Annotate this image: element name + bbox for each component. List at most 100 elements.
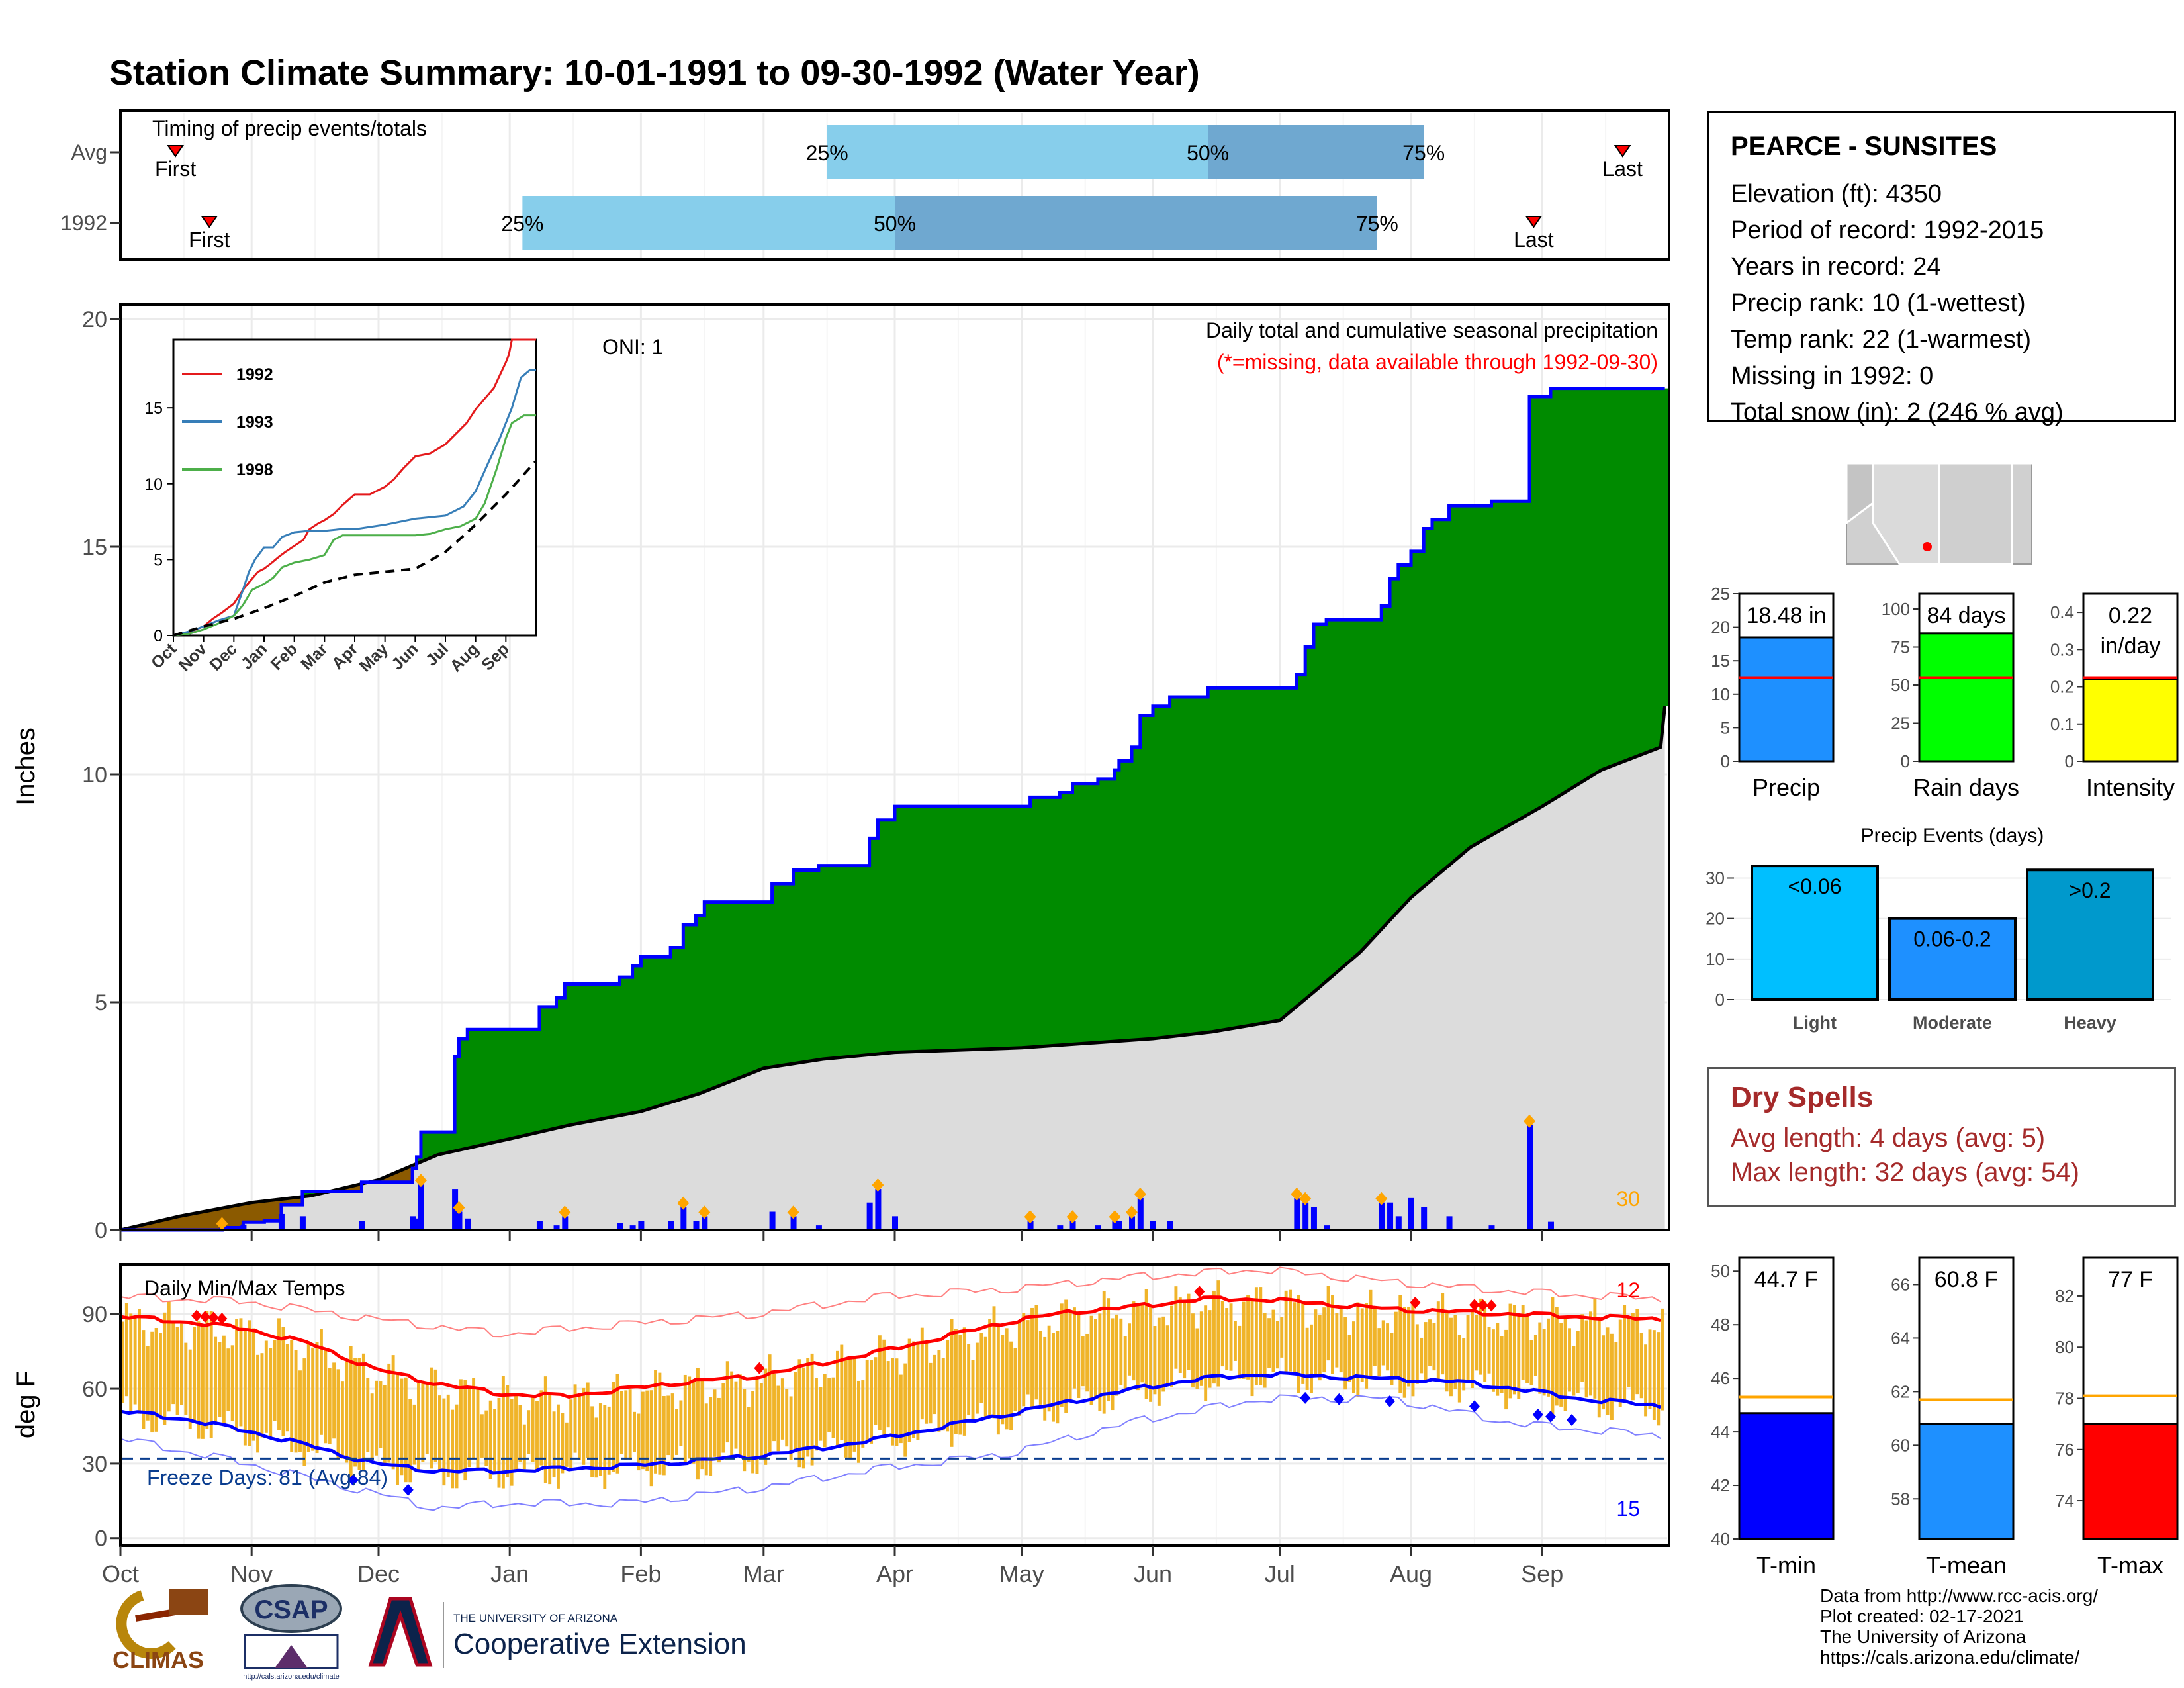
temp-bar-359	[1639, 1333, 1643, 1399]
temp-bar-294	[1365, 1303, 1369, 1389]
temp-bar-60	[375, 1380, 378, 1456]
temp-bar-306	[1415, 1324, 1419, 1384]
daily-precip-bar-17	[638, 1221, 645, 1230]
temp-bar-117	[615, 1374, 619, 1474]
temp-bar-308	[1424, 1322, 1428, 1381]
temp-bar-163	[810, 1353, 814, 1466]
temp-bar-329	[1512, 1305, 1516, 1395]
daily-precip-marker-28	[1024, 1210, 1036, 1224]
temp-bar-231	[1098, 1313, 1102, 1412]
temp-bar-15	[184, 1342, 188, 1415]
temp-bar-347	[1589, 1311, 1592, 1396]
temp-bar-266	[1246, 1295, 1250, 1380]
daily-precip-bar-35	[1137, 1197, 1144, 1230]
station-temp-rank: Temp rank: 22 (1-warmest)	[1731, 326, 2032, 353]
temp-bar-288	[1339, 1309, 1343, 1373]
temp-bar-258	[1212, 1290, 1216, 1384]
temp-bar-42	[298, 1370, 302, 1452]
temp-bar-340	[1559, 1323, 1563, 1407]
temp-bar-136	[696, 1368, 700, 1480]
daily-precip-marker-14	[559, 1205, 571, 1219]
timing-row-label-0: Avg	[71, 140, 107, 164]
temp-bar-87	[488, 1400, 492, 1479]
inset-series-Avg	[173, 460, 537, 637]
temp-bar-175	[861, 1380, 865, 1448]
temp-bar-159	[794, 1372, 797, 1452]
temp-bar-16	[188, 1349, 192, 1429]
temp-bar-237	[1123, 1336, 1127, 1391]
temp-bar-167	[827, 1378, 831, 1432]
temp-bar-146	[738, 1374, 742, 1456]
record-high-line	[120, 1266, 1661, 1338]
tmean-bar-1	[1918, 1423, 2015, 1540]
temp-bar-44	[306, 1341, 310, 1452]
inset-y-tick-label-0: 0	[154, 627, 163, 645]
temp-bar-325	[1496, 1323, 1500, 1396]
temp-bar-108	[577, 1393, 581, 1460]
temp-bar-299	[1386, 1323, 1390, 1371]
tmean-bar-0	[1738, 1412, 1835, 1540]
temp-bar-19	[201, 1327, 205, 1439]
hot-day-marker-9	[1486, 1299, 1497, 1312]
events-bar-heavy	[2026, 868, 2154, 1002]
climas-logo-text: CLIMAS	[113, 1646, 204, 1673]
credit-university: The University of Arizona	[1820, 1626, 2026, 1647]
temp-bar-255	[1199, 1311, 1203, 1386]
climas-logo: CLIMAS	[113, 1589, 208, 1673]
temp-bar-101	[548, 1395, 552, 1485]
temp-bar-79	[455, 1404, 459, 1489]
inset-y-tick-label-2: 10	[144, 475, 163, 494]
temp-bar-297	[1377, 1328, 1381, 1376]
temp-bar-3	[133, 1315, 137, 1405]
daily-precip-marker-8	[414, 1174, 427, 1188]
climas-logo-block	[169, 1589, 208, 1615]
tmean-tick-label-1-4: 66	[1891, 1274, 1910, 1294]
temp-bar-77	[446, 1394, 450, 1477]
daily-precip-bar-40	[1310, 1207, 1317, 1230]
temp-bar-85	[480, 1414, 484, 1458]
daily-precip-bar-30	[1069, 1221, 1076, 1230]
timing-title: Timing of precip events/totals	[152, 117, 427, 140]
inset-legend-label-1998: 1998	[236, 461, 273, 479]
cold-day-marker-7	[1545, 1410, 1556, 1423]
temp-bar-169	[835, 1350, 839, 1448]
temp-bar-220	[1052, 1333, 1055, 1422]
daily-precip-bar-10	[456, 1211, 463, 1230]
events-tick-label-2: 20	[1706, 909, 1725, 929]
station-period: Period of record: 1992-2015	[1731, 216, 2044, 244]
precip-tick-label-3: 15	[82, 535, 107, 560]
daily-precip-marker-10	[453, 1201, 465, 1215]
temp-bar-191	[929, 1362, 933, 1424]
temp-bar-120	[628, 1389, 632, 1460]
temp-bar-233	[1107, 1298, 1111, 1402]
temp-bar-336	[1542, 1329, 1546, 1396]
temp-bar-170	[840, 1344, 844, 1440]
total-category-label-1: Rain days	[1913, 774, 2019, 801]
tmean-value-label-0: 44.7 F	[1754, 1267, 1818, 1292]
daily-precip-bar-21	[702, 1216, 708, 1230]
temp-bar-311	[1436, 1301, 1440, 1382]
temp-bar-12	[171, 1321, 175, 1405]
temp-bar-327	[1504, 1329, 1508, 1410]
tmean-value-label-2: 77 F	[2108, 1267, 2153, 1292]
temp-bar-106	[569, 1399, 573, 1471]
temp-bar-256	[1204, 1305, 1208, 1401]
temp-bar-350	[1602, 1335, 1606, 1410]
station-precip-rank: Precip rank: 10 (1-wettest)	[1731, 289, 2026, 317]
month-label-apr: Apr	[876, 1560, 913, 1587]
temp-bar-303	[1402, 1307, 1406, 1398]
timing-bar-q50-q75-1	[895, 196, 1377, 250]
temp-bar-9	[159, 1333, 162, 1417]
temp-bar-319	[1471, 1311, 1474, 1388]
tmean-tick-label-1-1: 60	[1891, 1435, 1910, 1455]
events-tick-label-0: 0	[1715, 990, 1725, 1009]
temp-bar-91	[506, 1385, 510, 1477]
daily-precip-bar-36	[1150, 1221, 1156, 1230]
temp-bar-290	[1347, 1335, 1351, 1382]
temp-tick-label-2: 60	[82, 1377, 107, 1402]
temp-bar-56	[357, 1358, 361, 1470]
temp-bar-149	[751, 1391, 755, 1474]
total-tick-label-1-4: 100	[1882, 599, 1910, 619]
temp-bar-322	[1483, 1301, 1487, 1382]
timing-marker-first-1	[201, 216, 218, 228]
